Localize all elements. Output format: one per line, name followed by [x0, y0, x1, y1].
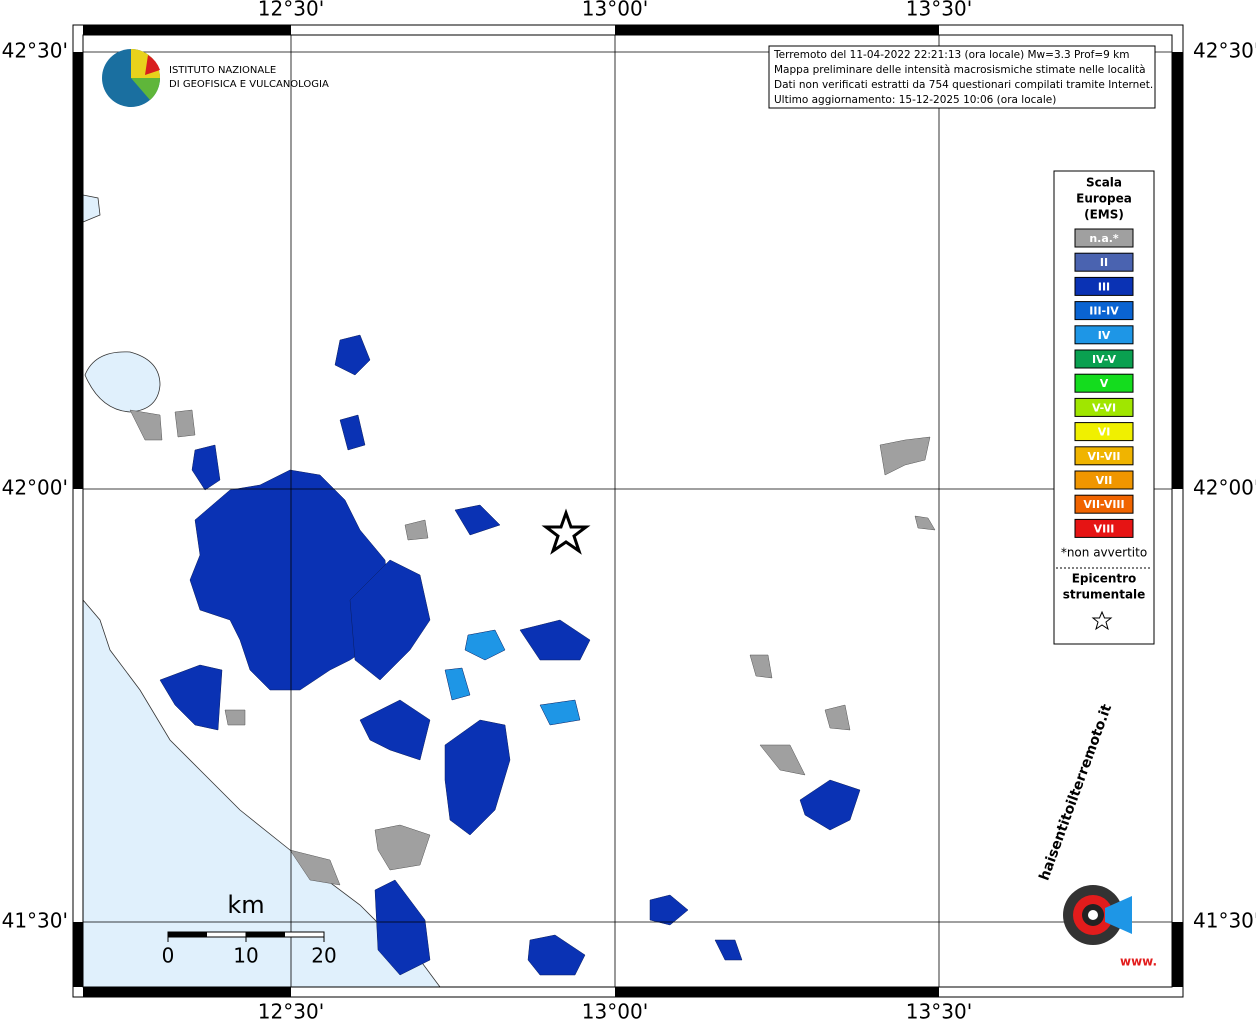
scale-tick-label: 20	[311, 944, 336, 968]
scale-bar-segment	[246, 932, 285, 937]
legend-title: Europea	[1076, 192, 1132, 206]
legend-swatch	[1074, 422, 1134, 442]
legend: Scala Europea (EMS) *non avvertito Epice…	[1053, 170, 1155, 645]
legend-swatch	[1074, 518, 1134, 538]
legend-swatch	[1074, 301, 1134, 321]
info-line: Ultimo aggiornamento: 15-12-2025 10:06 (…	[774, 94, 1056, 106]
legend-swatch	[1074, 276, 1134, 296]
legend-label: III-IV	[1089, 305, 1119, 318]
legend-label: VI-VII	[1087, 450, 1120, 463]
info-line: Mappa preliminare delle intensità macros…	[774, 64, 1146, 76]
lake	[84, 351, 161, 413]
legend-label: V	[1100, 377, 1109, 390]
scale-bar-segment	[168, 932, 207, 937]
legend-swatch	[1074, 373, 1134, 393]
legend-label: IV	[1098, 329, 1111, 342]
lat-label: 41°30'	[1193, 909, 1256, 933]
legend-swatch	[1074, 470, 1134, 490]
legend-label: VII-VIII	[1083, 498, 1124, 511]
lon-label: 13°30'	[906, 1000, 972, 1024]
lon-label: 13°00'	[582, 1000, 648, 1024]
legend-label: VIII	[1094, 522, 1115, 535]
lat-label: 42°00'	[1193, 476, 1256, 500]
scale-bar: km 0 10 20	[162, 891, 337, 968]
lat-label: 42°30'	[1193, 39, 1256, 63]
legend-label: n.a.*	[1089, 232, 1119, 245]
legend-swatch	[1074, 397, 1134, 417]
info-box	[768, 45, 1156, 109]
scale-tick-label: 10	[233, 944, 258, 968]
legend-swatch	[1074, 252, 1134, 272]
legend-label: III	[1098, 280, 1110, 293]
legend-label: VI	[1098, 426, 1111, 439]
frame	[72, 24, 1184, 998]
legend-title: (EMS)	[1084, 208, 1124, 222]
legend-swatch	[1074, 446, 1134, 466]
legend-label: V-VI	[1092, 401, 1116, 414]
lon-label: 12°30'	[258, 1000, 324, 1024]
legend-label: II	[1100, 256, 1108, 269]
logo-text: ISTITUTO NAZIONALE	[169, 65, 276, 76]
scale-unit: km	[227, 891, 264, 919]
legend-epicenter: Epicentro	[1072, 572, 1137, 586]
info-line: Terremoto del 11-04-2022 22:21:13 (ora l…	[773, 49, 1129, 61]
legend-swatch	[1074, 349, 1134, 369]
legend-note: *non avvertito	[1061, 546, 1147, 560]
lat-label: 42°30'	[2, 39, 68, 63]
legend-label: IV-V	[1092, 353, 1117, 366]
legend-star	[1091, 610, 1113, 631]
lat-label: 42°00'	[2, 476, 68, 500]
lat-label: 41°30'	[2, 909, 68, 933]
site-logo-text: www.	[1120, 955, 1157, 969]
legend-epicenter: strumentale	[1063, 588, 1146, 602]
lon-label: 13°00'	[582, 0, 648, 21]
legend-label: VII	[1096, 474, 1113, 487]
info-line: Dati non verificati estratti da 754 ques…	[774, 79, 1153, 91]
legend-swatch	[1074, 325, 1134, 345]
legend-swatch	[1074, 228, 1134, 248]
legend-title: Scala	[1086, 176, 1122, 190]
legend-swatch	[1074, 494, 1134, 514]
municipalities	[129, 334, 936, 976]
lon-label: 13°30'	[906, 0, 972, 21]
lon-label: 12°30'	[258, 0, 324, 21]
scale-tick-label: 0	[162, 944, 175, 968]
logo-text: DI GEOFISICA E VULCANOLOGIA	[169, 79, 329, 90]
ingv-logo: ISTITUTO NAZIONALE DI GEOFISICA E VULCAN…	[102, 49, 329, 107]
epicenter-star	[541, 508, 591, 555]
